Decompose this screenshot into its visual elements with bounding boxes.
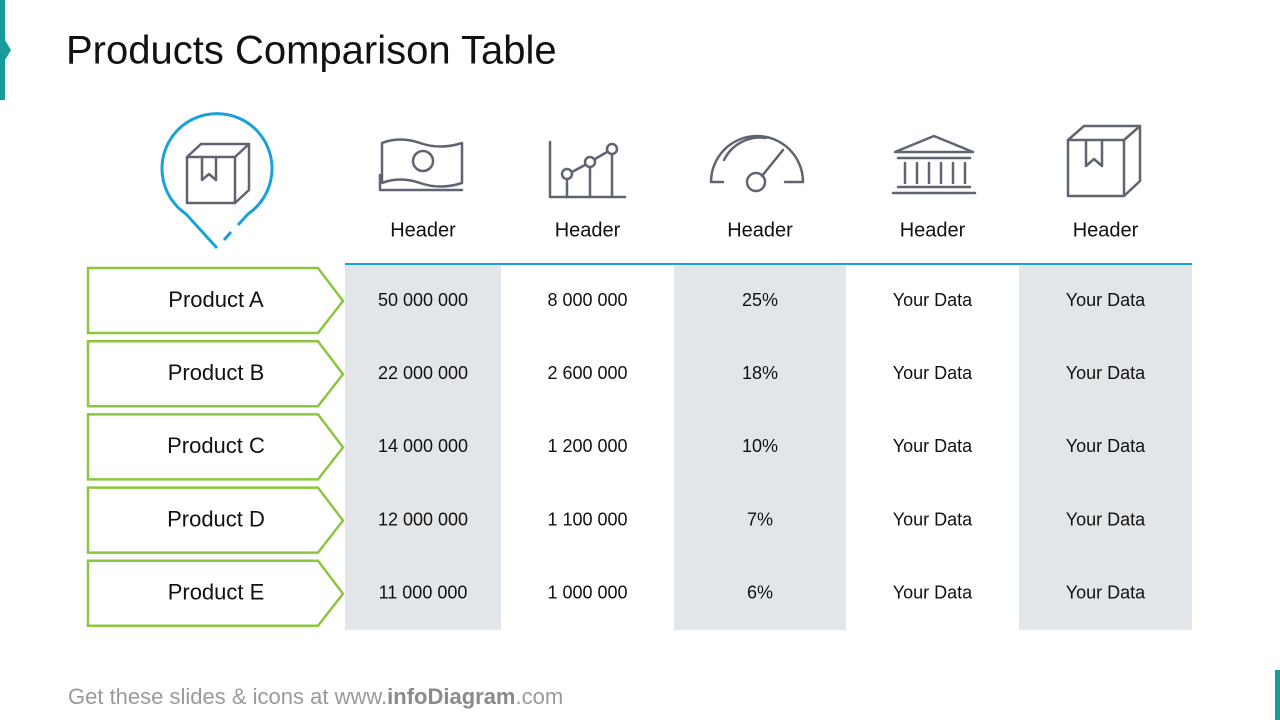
column-shade — [1019, 265, 1192, 630]
bank-icon — [891, 134, 977, 195]
row-label-shape — [86, 559, 345, 628]
footer-suffix: .com — [516, 684, 564, 709]
table-cell: 22 000 000 — [378, 363, 468, 383]
footer: Get these slides & icons at www.infoDiag… — [68, 684, 563, 709]
table-cell: Your Data — [893, 363, 973, 383]
row-label: Product E — [168, 580, 265, 605]
column-header: Header — [390, 219, 456, 241]
table-cell: 2 600 000 — [547, 363, 627, 383]
row-label: Product A — [168, 287, 264, 312]
row-label-shape — [86, 339, 345, 408]
footer-prefix: Get these slides & icons at www. — [68, 684, 387, 709]
row-label-shape — [86, 486, 345, 554]
column-backgrounds — [345, 265, 1192, 630]
table-cell: 25% — [742, 290, 778, 310]
table-cell: Your Data — [1066, 583, 1146, 603]
table-cell: Your Data — [893, 436, 973, 456]
table-cell: 1 200 000 — [547, 436, 627, 456]
table-cell: 14 000 000 — [378, 436, 468, 456]
table-cell: 12 000 000 — [378, 509, 468, 529]
table-cell: 1 000 000 — [547, 583, 627, 603]
row-label-shape — [86, 266, 345, 335]
title: Products Comparison Table — [66, 29, 557, 73]
table-cell: Your Data — [1066, 363, 1146, 383]
table-cell: Your Data — [893, 290, 973, 310]
table-cell: 6% — [747, 583, 773, 603]
column-header: Header — [900, 219, 966, 241]
table-cell: 18% — [742, 363, 778, 383]
table-cell: 50 000 000 — [378, 290, 468, 310]
chart-icon — [548, 140, 627, 199]
accent-bar — [0, 0, 5, 100]
table-cell: 10% — [742, 436, 778, 456]
column-header: Header — [1073, 219, 1139, 241]
table: Header Header Header Header Header Product A 5… — [86, 219, 1146, 628]
row-label: Product C — [167, 433, 265, 458]
pin-icon — [160, 112, 274, 250]
footer-brand: infoDiagram — [387, 684, 515, 709]
box-icon — [1066, 124, 1142, 198]
table-cell: 1 100 000 — [547, 509, 627, 529]
table-cell: 8 000 000 — [547, 290, 627, 310]
column-header: Header — [727, 219, 793, 241]
column-shade — [345, 265, 501, 630]
row-label-shape — [86, 413, 345, 481]
table-cell: 7% — [747, 509, 773, 529]
table-cell: Your Data — [1066, 290, 1146, 310]
table-cell: Your Data — [1066, 436, 1146, 456]
table-cell: Your Data — [893, 509, 973, 529]
row-label: Product D — [167, 506, 265, 531]
row-label: Product B — [168, 360, 265, 385]
accent-tip — [5, 40, 11, 60]
gauge-icon — [709, 134, 805, 193]
money-icon — [378, 138, 464, 192]
column-shade — [674, 265, 846, 630]
table-cell: Your Data — [1066, 509, 1146, 529]
table-cell: Your Data — [893, 583, 973, 603]
accent-bar — [1275, 670, 1280, 720]
column-header: Header — [555, 219, 621, 241]
table-cell: 11 000 000 — [379, 583, 468, 603]
